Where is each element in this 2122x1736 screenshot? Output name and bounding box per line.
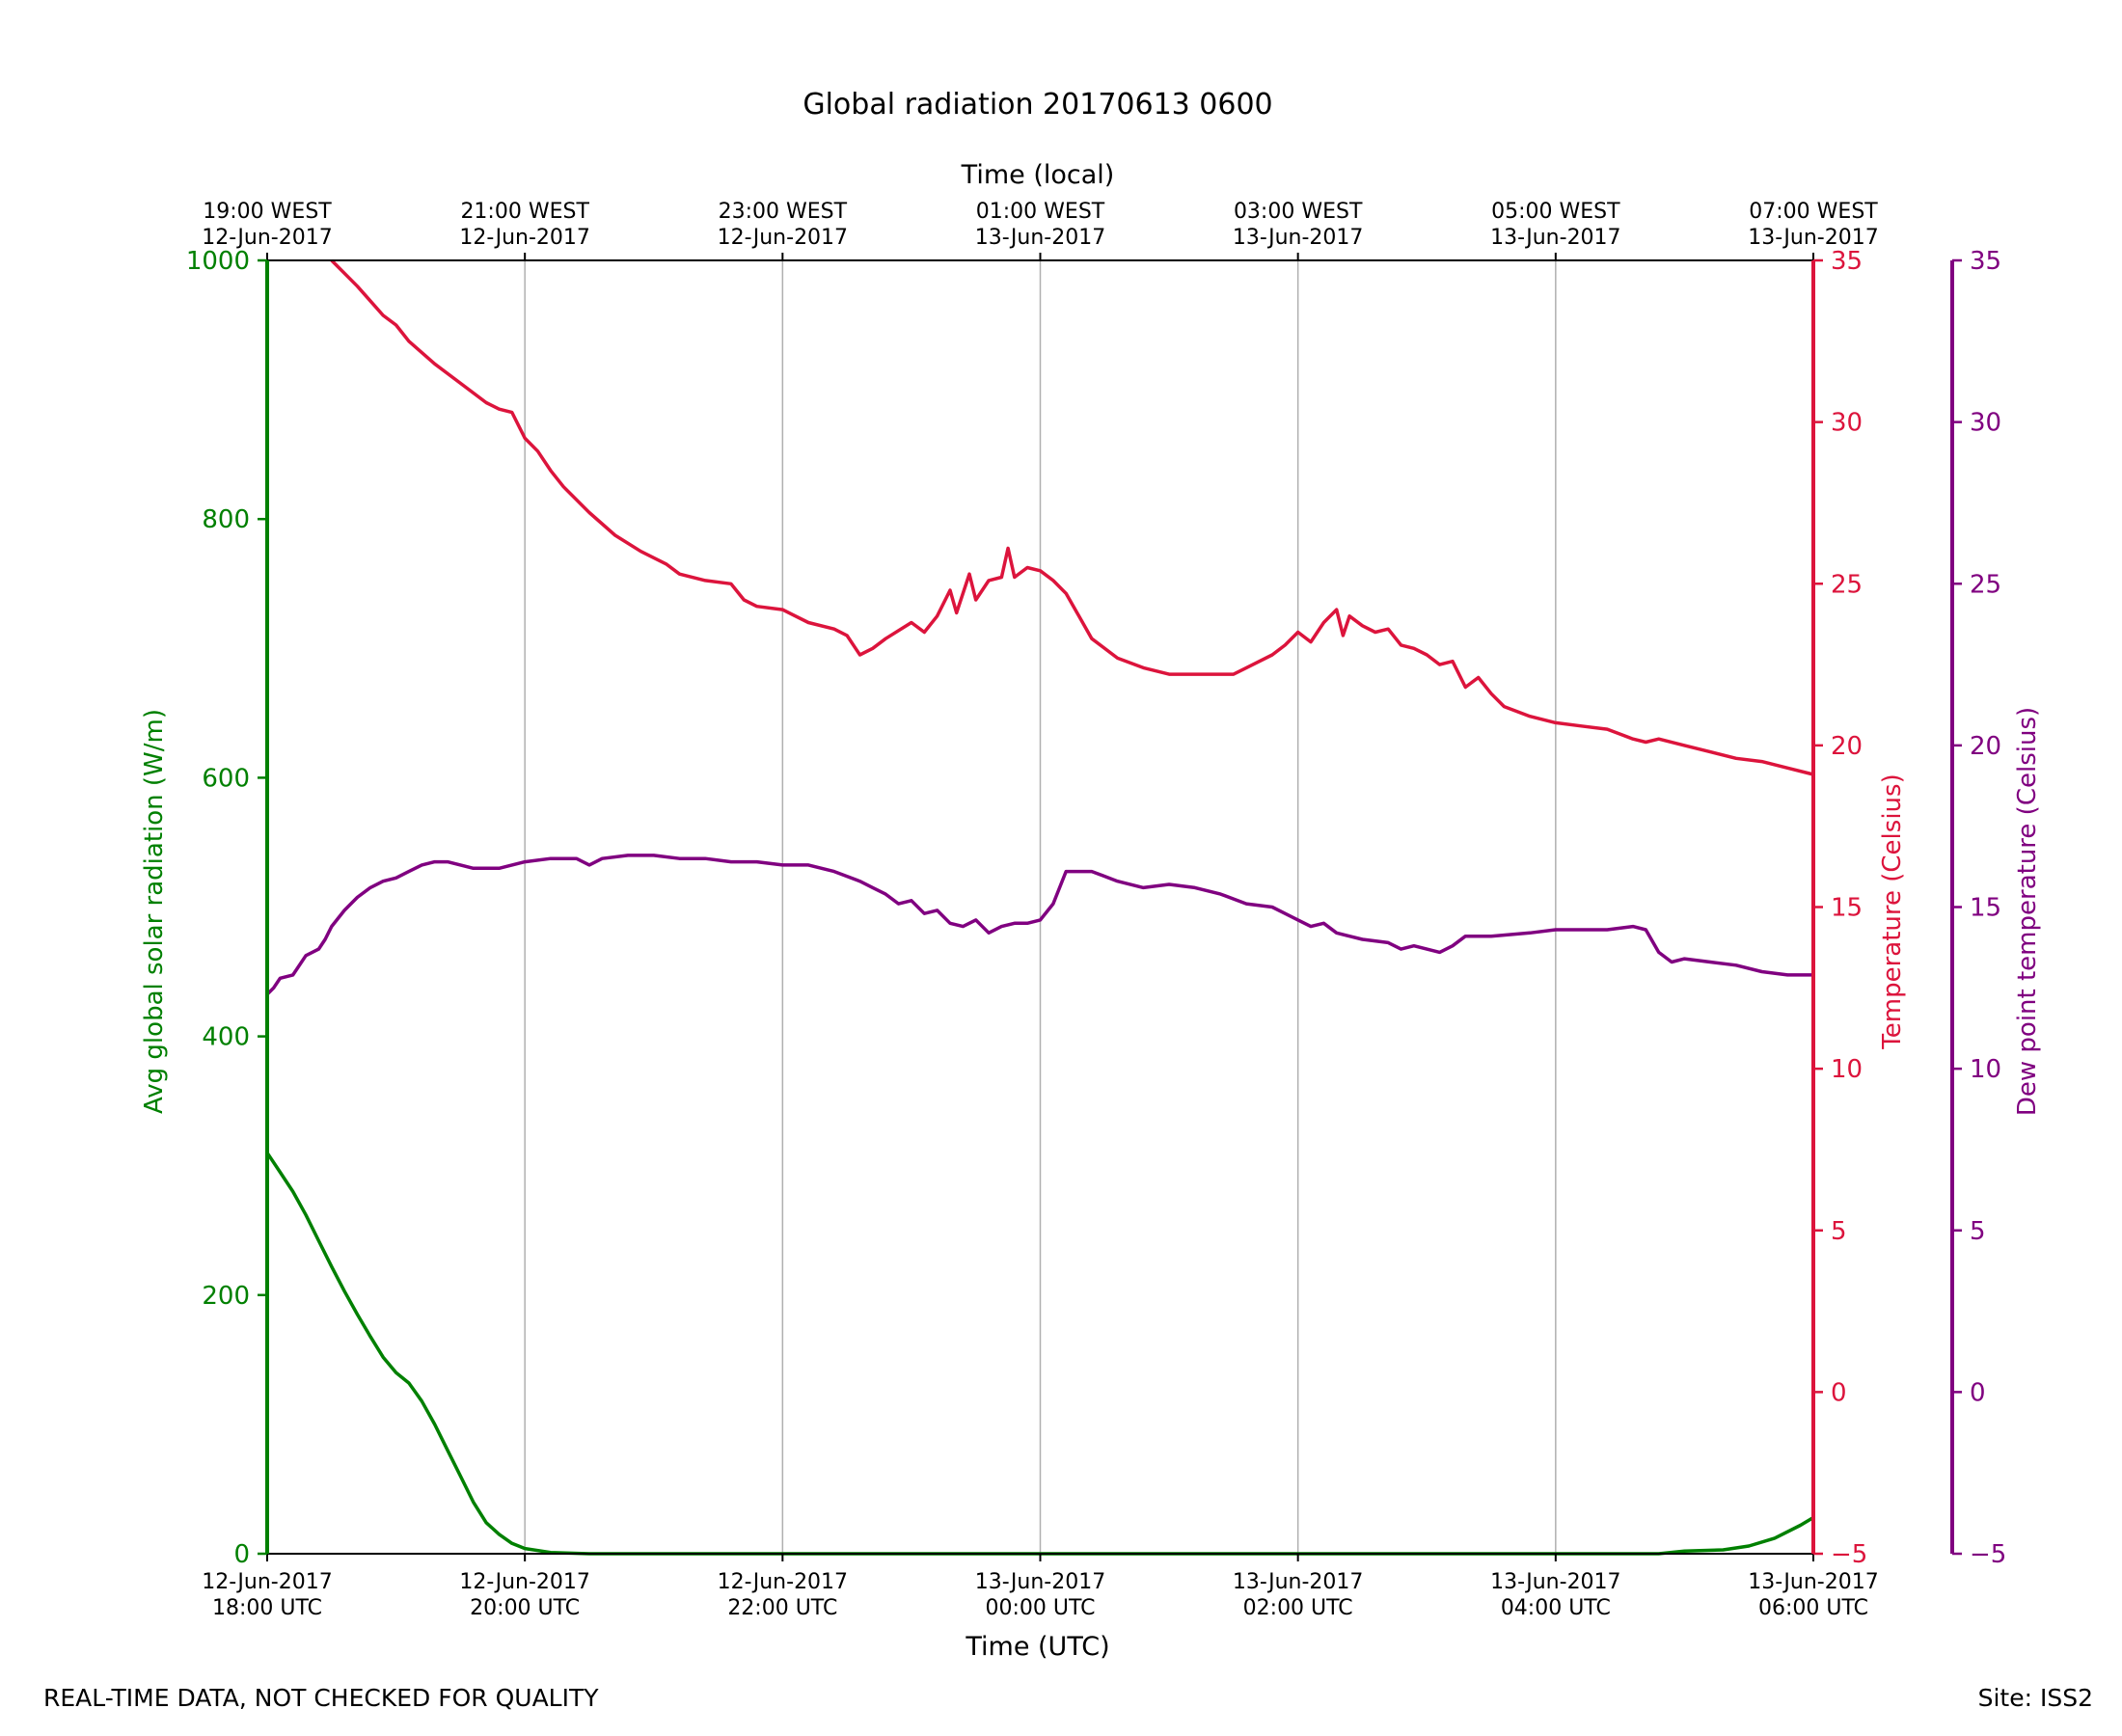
dewpoint-axis-tick-label: 15 [1970,894,2001,923]
temperature-series-line [330,258,1814,776]
radiation-axis-tick-label: 600 [202,764,250,793]
dewpoint-axis-tick-label: 25 [1970,570,2001,599]
x2-tick-label: 13-Jun-2017 [1748,226,1878,250]
temperature-axis-tick-label: 20 [1831,732,1863,761]
x2-axis-label: Time (local) [961,160,1115,190]
x-tick-label: 18:00 UTC [212,1596,322,1620]
x2-tick-label: 07:00 WEST [1749,200,1878,224]
x-tick-label: 13-Jun-2017 [1233,1570,1363,1594]
radiation-axis-tick-label: 0 [233,1540,250,1569]
grid [524,260,1557,1554]
dewpoint-axis-tick-label: 0 [1970,1378,1986,1407]
x-tick-label: 06:00 UTC [1758,1596,1868,1620]
x2-tick-label: 12-Jun-2017 [718,226,848,250]
x2-tick-label: 19:00 WEST [203,200,332,224]
dewpoint-series-line [265,854,1813,996]
x-tick-label: 04:00 UTC [1501,1596,1611,1620]
dewpoint-axis-tick-label: 5 [1970,1217,1986,1246]
dewpoint-axis-tick-label: 10 [1970,1055,2001,1084]
x2-tick-label: 13-Jun-2017 [975,226,1105,250]
dewpoint-axis-tick-label: 30 [1970,409,2001,438]
x-tick-label: 02:00 UTC [1243,1596,1353,1620]
radiation-axis-tick-label: 1000 [186,247,250,276]
x2-tick-label: 01:00 WEST [976,200,1105,224]
x-tick-label: 12-Jun-2017 [202,1570,332,1594]
x-tick-label: 12-Jun-2017 [459,1570,589,1594]
x2-tick-label: 05:00 WEST [1491,200,1620,224]
radiation-axis-tick-label: 800 [202,505,250,534]
x-tick-label: 13-Jun-2017 [1490,1570,1620,1594]
dewpoint-axis-tick-label: 35 [1970,247,2001,276]
temperature-axis-tick-label: 35 [1831,247,1863,276]
temperature-axis-tick-label: 15 [1831,894,1863,923]
dewpoint-axis-tick-label: 20 [1970,732,2001,761]
site-label: Site: ISS2 [1977,1684,2093,1712]
temperature-axis-tick-label: −5 [1831,1540,1867,1569]
temperature-axis-tick-label: 5 [1831,1217,1847,1246]
x-tick-label: 13-Jun-2017 [975,1570,1105,1594]
temperature-axis-tick-label: 0 [1831,1378,1847,1407]
temperature-axis-tick-label: 30 [1831,409,1863,438]
temperature-axis-tick-label: 25 [1831,570,1863,599]
x2-tick-label: 12-Jun-2017 [459,226,589,250]
x2-tick-label: 13-Jun-2017 [1490,226,1620,250]
y-axis-label-temperature: Temperature (Celsius) [1878,773,1907,1049]
y-axis-label-dewpoint: Dew point temperature (Celsius) [2013,707,2042,1116]
quality-disclaimer: REAL-TIME DATA, NOT CHECKED FOR QUALITY [43,1684,599,1712]
x-tick-label: 00:00 UTC [985,1596,1095,1620]
x-tick-label: 22:00 UTC [727,1596,837,1620]
x-tick-label: 20:00 UTC [470,1596,580,1620]
x2-tick-label: 21:00 WEST [460,200,589,224]
x2-tick-label: 12-Jun-2017 [202,226,332,250]
radiation-axis-tick-label: 200 [202,1282,250,1311]
dewpoint-axis-tick-label: −5 [1970,1540,2006,1569]
x2-tick-label: 03:00 WEST [1234,200,1363,224]
radiation-axis-tick-label: 400 [202,1023,250,1052]
chart-title: Global radiation 20170613 0600 [803,88,1272,122]
temperature-axis-tick-label: 10 [1831,1055,1863,1084]
x-tick-label: 12-Jun-2017 [718,1570,848,1594]
x-tick-label: 13-Jun-2017 [1748,1570,1878,1594]
y-axis-label-radiation: Avg global solar radiation (W/m) [140,709,169,1114]
x-axis-label: Time (UTC) [965,1632,1109,1662]
x2-tick-label: 23:00 WEST [719,200,848,224]
x2-tick-label: 13-Jun-2017 [1233,226,1363,250]
